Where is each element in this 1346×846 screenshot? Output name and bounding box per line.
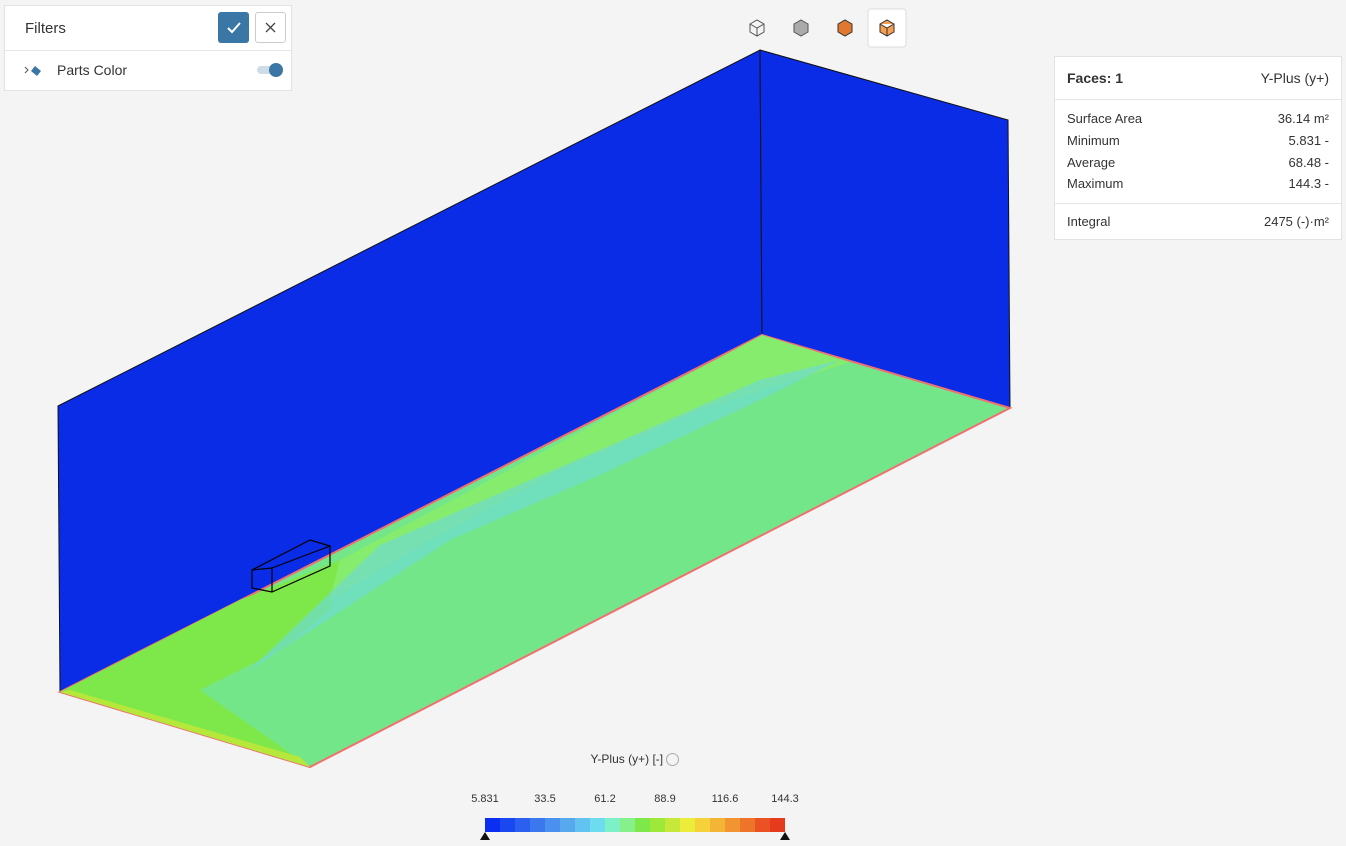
color-bar — [485, 818, 785, 832]
legend-title-text: Y-Plus (y+) [-] — [590, 752, 664, 766]
stat-value: 36.14 m² — [1277, 111, 1329, 127]
stat-row: Maximum 144.3 - — [1067, 173, 1329, 195]
legend-title: Y-Plus (y+) [-] — [460, 752, 810, 767]
view-toolbar — [749, 8, 907, 48]
view-icon[interactable] — [749, 19, 765, 37]
stat-value: 68.48 - — [1288, 154, 1329, 170]
stat-value: 2475 (-)·m² — [1263, 213, 1329, 229]
legend-tick: 33.5 — [534, 793, 556, 805]
floor-region — [60, 560, 340, 767]
legend-tick: 88.9 — [654, 793, 676, 805]
toggle[interactable] — [257, 63, 283, 77]
stat-value: 144.3 - — [1288, 176, 1329, 192]
view-icon[interactable] — [793, 19, 809, 37]
view-icon[interactable] — [879, 19, 895, 37]
legend-menu[interactable] — [666, 753, 680, 767]
apply-button[interactable] — [218, 12, 249, 43]
filters-header: Filters — [5, 6, 291, 51]
faces-count: Faces: 1 — [1067, 70, 1124, 86]
floor-edge — [60, 690, 310, 767]
filters-panel: Filters Parts Color — [4, 5, 292, 91]
stat-label: Average — [1067, 154, 1116, 170]
stat-label: Maximum — [1067, 176, 1124, 192]
view-icon[interactable] — [837, 19, 853, 37]
filter-label: Parts Color — [57, 62, 128, 78]
field-name: Y-Plus (y+) — [1260, 70, 1329, 86]
stat-row: Minimum 5.831 - — [1067, 130, 1329, 152]
filters-title: Filters — [25, 20, 66, 37]
stat-label: Integral — [1067, 213, 1111, 229]
color-legend: Y-Plus (y+) [-] 5.831 33.5 61.2 88.9 116.6 14… — [460, 750, 810, 846]
stats-panel: Faces: 1 Y-Plus (y+) Surface Area 36.14 m… — [1054, 56, 1342, 240]
legend-tick: 116.6 — [711, 793, 739, 805]
stats-header: Faces: 1 Y-Plus (y+) — [1055, 57, 1341, 100]
stat-value: 5.831 - — [1288, 133, 1329, 149]
stat-label: Minimum — [1067, 133, 1120, 149]
item-icons — [24, 66, 41, 76]
stat-label: Surface Area — [1067, 111, 1143, 127]
filter-item[interactable]: Parts Color — [23, 62, 127, 78]
range-handles — [480, 832, 790, 840]
legend-tick: 61.2 — [594, 793, 616, 805]
legend-tick: 144.3 — [771, 793, 799, 805]
vehicle — [251, 539, 331, 593]
legend-tick: 5.831 — [471, 793, 499, 805]
stat-row: Average 68.48 - — [1067, 151, 1329, 173]
stats-rows: Surface Area 36.14 m² Minimum 5.831 - Averag… — [1055, 100, 1341, 204]
integral-row: Integral 2475 (-)·m² — [1055, 204, 1341, 239]
stat-row: Surface Area 36.14 m² — [1067, 108, 1329, 130]
close-button[interactable] — [255, 12, 286, 43]
